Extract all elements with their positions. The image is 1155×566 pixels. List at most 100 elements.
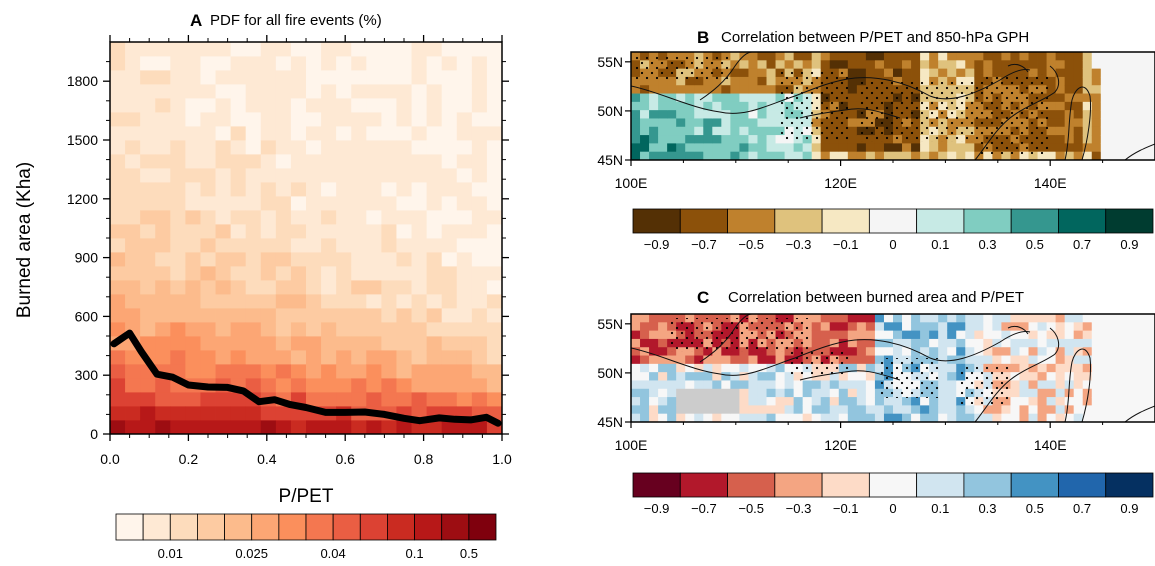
heatmap-cell <box>336 168 352 183</box>
heatmap-cell <box>245 126 262 141</box>
map-cell <box>811 413 822 422</box>
map-cell <box>902 143 912 153</box>
heatmap-cell <box>140 140 156 155</box>
map-cell <box>1082 68 1093 78</box>
map-cell <box>1055 76 1066 86</box>
heatmap-cell <box>396 140 412 155</box>
map-cell <box>883 143 894 153</box>
map-cell <box>1100 405 1111 415</box>
map-cell <box>676 151 686 160</box>
map-cell <box>1064 363 1075 373</box>
map-cell <box>631 85 641 94</box>
map-cell <box>1091 355 1102 365</box>
colorbar-swatch <box>1058 472 1107 498</box>
map-cell <box>1046 101 1057 111</box>
map-cell <box>1127 118 1138 128</box>
heatmap-cell <box>290 266 307 281</box>
heatmap-cell <box>125 210 141 225</box>
heatmap-cell <box>366 112 382 127</box>
heatmap-cell <box>185 210 201 225</box>
map-cell <box>784 60 795 70</box>
map-cell <box>1082 126 1093 136</box>
map-cell <box>820 397 831 406</box>
map-cell <box>1028 363 1038 373</box>
map-cell <box>721 118 731 128</box>
map-cell <box>649 347 659 356</box>
heatmap-cell <box>230 140 247 155</box>
heatmap-cell <box>456 350 473 365</box>
heatmap-cell <box>260 238 277 253</box>
heatmap-cell <box>411 238 428 253</box>
heatmap-cell <box>230 280 247 295</box>
map-cell <box>685 143 695 153</box>
map-cell <box>847 126 858 136</box>
map-cell <box>820 380 831 390</box>
map-cell <box>640 355 650 365</box>
heatmap-cell <box>321 84 337 99</box>
heatmap-cell <box>125 126 141 141</box>
heatmap-cell <box>155 350 171 365</box>
colorbar-label: −0.9 <box>644 501 670 516</box>
map-cell <box>856 76 867 86</box>
map-cell <box>757 151 767 160</box>
heatmap-cell <box>411 266 428 281</box>
map-cell <box>983 68 993 78</box>
heatmap-cell <box>170 406 186 421</box>
map-cell <box>992 314 1002 323</box>
map-cell <box>667 380 677 390</box>
map-cell <box>929 76 939 86</box>
x-tick-label: 0.6 <box>335 451 355 467</box>
heatmap-cell <box>426 224 443 239</box>
map-cell <box>658 363 668 373</box>
map-cell <box>820 60 831 70</box>
map-cell <box>1091 413 1102 422</box>
heatmap-cell <box>260 308 277 323</box>
map-cell <box>1037 338 1047 348</box>
heatmap-cell <box>426 210 443 225</box>
map-cell <box>712 151 722 160</box>
colorbar-swatch <box>868 472 918 498</box>
heatmap-cell <box>110 322 126 337</box>
heatmap-cell <box>290 336 307 351</box>
map-cell <box>956 355 966 365</box>
heatmap-cell <box>110 42 126 57</box>
map-cell <box>874 151 885 160</box>
map-cell <box>856 380 867 390</box>
heatmap-cell <box>170 210 186 225</box>
map-cell <box>1136 330 1147 340</box>
heatmap-cell <box>411 112 428 127</box>
map-cell <box>640 363 650 373</box>
map-cell <box>856 68 867 78</box>
heatmap-cell <box>275 294 292 309</box>
map-cell <box>793 372 804 381</box>
map-cell <box>775 355 785 365</box>
heatmap-cell <box>381 210 397 225</box>
heatmap-cell <box>140 392 156 407</box>
heatmap-cell <box>245 84 262 99</box>
map-cell <box>1100 143 1111 153</box>
heatmap-cell <box>366 364 382 379</box>
significance-stippling <box>790 350 850 376</box>
heatmap-cell <box>155 84 171 99</box>
map-cell <box>802 151 813 160</box>
map-cell <box>748 85 758 94</box>
map-cell <box>649 314 659 323</box>
map-cell <box>721 126 731 136</box>
map-cell <box>1073 405 1084 415</box>
heatmap-cell <box>140 84 156 99</box>
heatmap-cell <box>336 350 352 365</box>
heatmap-cell <box>396 84 412 99</box>
map-cell <box>1019 322 1029 332</box>
heatmap-cell <box>486 196 502 211</box>
map-cell <box>1073 322 1084 332</box>
heatmap-cell <box>200 112 216 127</box>
colorbar-swatch <box>115 513 144 541</box>
heatmap-cell <box>200 210 216 225</box>
map-cell <box>1118 101 1129 111</box>
map-cell <box>640 372 650 381</box>
map-cell <box>893 52 903 61</box>
colorbar-label: −0.1 <box>833 501 859 516</box>
map-cell <box>1091 52 1102 61</box>
map-cell <box>883 322 894 332</box>
heatmap-cell <box>321 112 337 127</box>
